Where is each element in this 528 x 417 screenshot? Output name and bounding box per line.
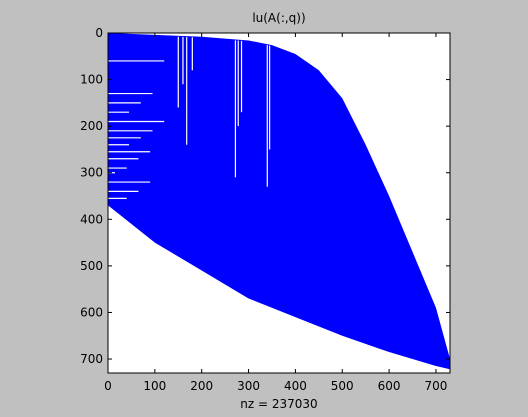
x-tick-label: 0 bbox=[104, 379, 112, 393]
x-tick-label: 300 bbox=[237, 379, 260, 393]
sparsity-pattern bbox=[108, 33, 450, 370]
y-axis-ticks: 0 100 200 300 400 500 600 700 bbox=[80, 26, 450, 366]
y-tick-label: 400 bbox=[80, 212, 103, 226]
y-tick-label: 500 bbox=[80, 259, 103, 273]
y-tick-label: 600 bbox=[80, 305, 103, 319]
x-tick-label: 400 bbox=[284, 379, 307, 393]
x-tick-label: 600 bbox=[378, 379, 401, 393]
x-axis-label: nz = 237030 bbox=[240, 397, 317, 411]
x-tick-label: 700 bbox=[424, 379, 447, 393]
y-tick-label: 700 bbox=[80, 352, 103, 366]
plot-frame bbox=[107, 32, 451, 374]
y-tick-label: 0 bbox=[95, 26, 103, 40]
x-axis-ticks: 0 100 200 300 400 500 600 700 bbox=[104, 33, 447, 393]
y-tick-label: 300 bbox=[80, 166, 103, 180]
chart-title: lu(A(:,q)) bbox=[252, 11, 305, 25]
x-tick-label: 500 bbox=[331, 379, 354, 393]
nonzero-band bbox=[108, 33, 450, 370]
x-tick-label: 100 bbox=[143, 379, 166, 393]
x-tick-label: 200 bbox=[190, 379, 213, 393]
y-tick-label: 100 bbox=[80, 73, 103, 87]
y-tick-label: 200 bbox=[80, 119, 103, 133]
